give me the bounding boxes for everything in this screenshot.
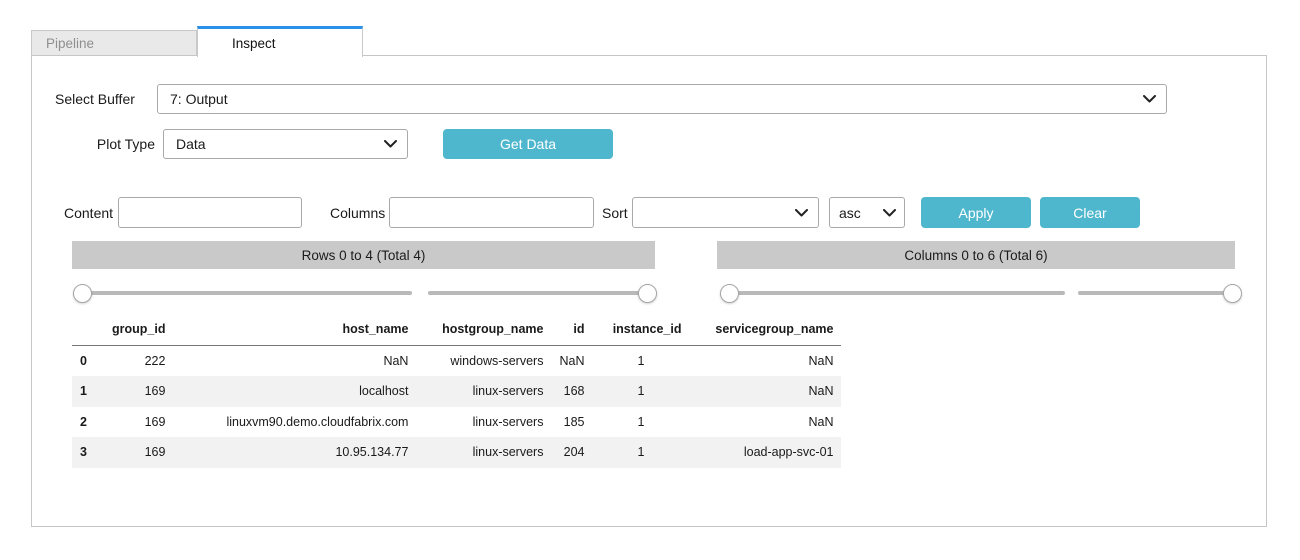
table-cell: NaN [383,353,409,368]
index-corner [72,314,104,346]
columns-range-bar: Columns 0 to 6 (Total 6) [717,241,1235,269]
slider-track [428,291,655,295]
table-cell: linux-servers [472,414,544,429]
plot-type-value: Data [176,136,206,152]
slider-handle[interactable] [638,284,657,303]
table-cell: linux-servers [472,445,544,459]
table-cell: 169 [144,384,166,398]
table-cell: 168 [563,384,585,398]
column-header: instance_id [592,314,690,346]
content-label: Content [64,204,114,221]
tab-pipeline[interactable]: Pipeline [31,30,197,56]
columns-input[interactable] [389,197,594,228]
rows-start-slider[interactable] [73,284,412,303]
chevron-down-icon [795,208,808,217]
sort-label: Sort [602,204,628,221]
select-buffer-dropdown[interactable]: 7: Output [157,84,1167,114]
table-cell: 1 [637,384,645,398]
column-header: hostgroup_name [416,314,552,346]
apply-button[interactable]: Apply [921,197,1031,228]
columns-label: Columns [330,204,386,221]
slider-handle[interactable] [720,284,739,303]
table-cell: linuxvm90.demo.cloudfabrix.com [226,414,409,429]
table-cell: NaN [808,353,834,368]
chevron-down-icon [384,140,397,148]
table-cell: windows-servers [450,353,544,368]
content-input[interactable] [118,197,302,228]
table-cell: NaN [808,414,834,429]
column-header: host_name [173,314,417,346]
table-cell: 169 [144,414,166,429]
column-header: servicegroup_name [689,314,842,346]
table-cell: NaN [559,353,585,368]
table-cell: 1 [637,414,645,429]
chevron-down-icon [883,208,896,217]
column-header: group_id [104,314,174,346]
sort-order-dropdown[interactable]: asc [829,197,905,228]
table-cell: 204 [563,445,585,459]
table-cell: 1 [637,445,645,459]
table-cell: 185 [563,414,585,429]
table-cell: localhost [359,384,409,398]
get-data-button[interactable]: Get Data [443,129,613,159]
table-row: 0 222 NaN windows-servers NaN 1 NaN [72,345,841,376]
table-header-row: group_id host_name hostgroup_name id instanc… [72,314,842,346]
columns-end-slider[interactable] [1078,284,1242,303]
table-cell: load-app-svc-01 [743,445,834,459]
table-cell: NaN [808,384,834,398]
slider-handle[interactable] [73,284,92,303]
table-cell: 10.95.134.77 [335,445,409,459]
table-body: 0 222 NaN windows-servers NaN 1 NaN 1 169 localho… [72,345,842,468]
tab-inspect[interactable]: Inspect [197,26,363,57]
rows-range-bar: Rows 0 to 4 (Total 4) [72,241,655,269]
plot-type-dropdown[interactable]: Data [163,129,408,159]
table-cell: linux-servers [472,384,544,398]
row-index: 1 [80,384,87,398]
table-cell: 222 [144,353,166,368]
table-cell: 1 [637,353,645,368]
slider-track [722,291,1065,295]
table-row: 2 169 linuxvm90.demo.cloudfabrix.com linux-… [72,407,841,438]
plot-type-label: Plot Type [96,136,155,152]
table-row: 3 169 10.95.134.77 linux-servers 204 1 load-ap… [72,437,842,468]
table-row: 1 169 localhost linux-servers 168 1 NaN [72,376,842,407]
data-table: group_id host_name hostgroup_name id instanc… [72,314,842,468]
chevron-down-icon [1143,95,1156,103]
row-index: 3 [80,445,87,459]
clear-button[interactable]: Clear [1040,197,1140,228]
select-buffer-label: Select Buffer [55,91,135,107]
sort-dropdown[interactable] [632,197,819,228]
columns-start-slider[interactable] [720,284,1065,303]
row-index: 2 [80,414,87,429]
rows-end-slider[interactable] [428,284,657,303]
row-index: 0 [80,353,87,368]
slider-handle[interactable] [1223,284,1242,303]
table-cell: 169 [144,445,166,459]
slider-track [1078,291,1240,295]
slider-track [75,291,412,295]
select-buffer-value: 7: Output [170,91,228,107]
tab-pipeline-label: Pipeline [46,35,95,51]
tab-inspect-label: Inspect [232,35,276,51]
column-header: id [551,314,593,346]
sort-order-value: asc [839,204,861,221]
